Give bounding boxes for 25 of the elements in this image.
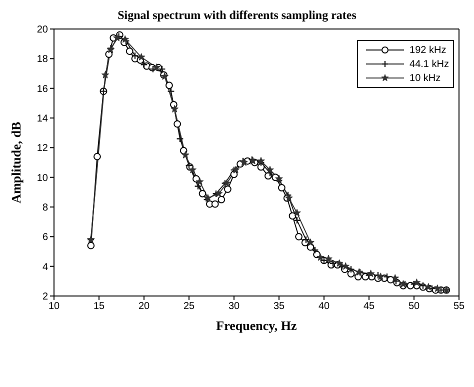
legend-label: 192 kHz [410, 44, 446, 56]
y-tick-label: 12 [36, 143, 48, 154]
x-tick-label: 15 [93, 301, 105, 312]
chart-title: Signal spectrum with differents sampling rates [116, 8, 358, 22]
x-tick-label: 35 [273, 301, 285, 312]
x-tick-label: 45 [363, 301, 375, 312]
y-tick-label: 4 [42, 262, 48, 273]
x-tick-label: 40 [318, 301, 330, 312]
y-tick-label: 20 [36, 24, 48, 36]
legend-label: 10 kHz [410, 72, 441, 84]
y-tick-label: 8 [42, 202, 48, 214]
y-tick-label: 2 [42, 292, 48, 303]
y-axis-title: Amplitude, dB [8, 121, 24, 204]
x-tick-label: 55 [453, 301, 465, 312]
y-tick-label: 10 [36, 172, 48, 184]
y-tick-label: 16 [36, 84, 48, 95]
y-tick-label: 18 [36, 54, 48, 66]
legend-label: 44.1 kHz [410, 58, 449, 70]
x-tick-label: 30 [228, 301, 240, 312]
y-tick-label: 6 [42, 232, 48, 244]
x-tick-label: 25 [183, 301, 195, 312]
y-tick-label: 14 [36, 114, 48, 125]
x-axis-title: Frequency, Hz [216, 318, 298, 333]
x-tick-label: 50 [408, 301, 420, 312]
x-tick-label: 20 [138, 301, 150, 312]
